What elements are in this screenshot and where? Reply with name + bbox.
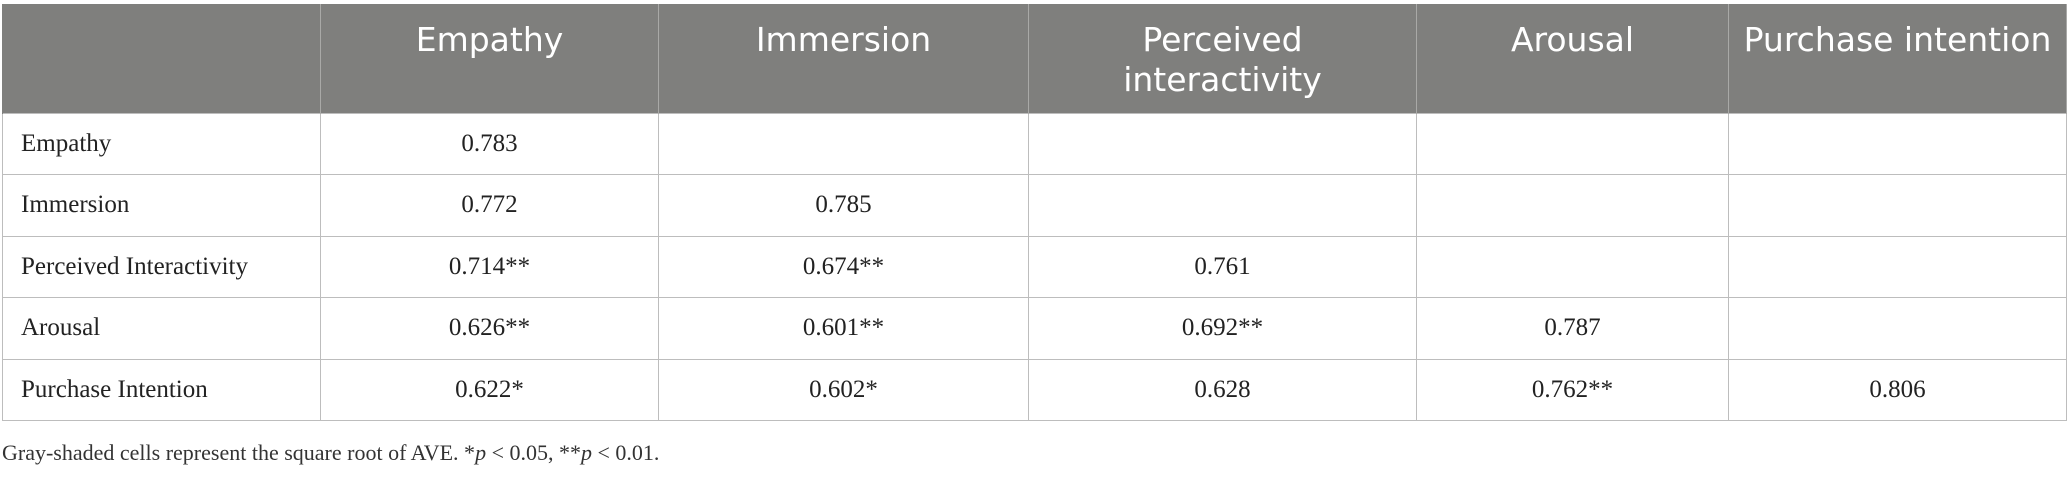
table-cell: 0.626** <box>320 297 659 360</box>
header-row: Empathy Immersion Perceived interactivit… <box>2 4 2067 113</box>
table-cell <box>1416 174 1729 237</box>
row-label-immersion: Immersion <box>2 174 321 237</box>
header-immersion: Immersion <box>658 4 1029 113</box>
table-cell <box>1416 235 1729 298</box>
table-cell: 0.761 <box>1028 235 1417 298</box>
table-row: Immersion 0.772 0.785 <box>2 174 2067 237</box>
correlation-table: Empathy Immersion Perceived interactivit… <box>2 4 2067 421</box>
table-cell <box>1728 174 2067 237</box>
header-perceived-interactivity: Perceived interactivity <box>1028 4 1417 113</box>
row-label-arousal: Arousal <box>2 297 321 360</box>
table-cell <box>658 112 1029 175</box>
row-label-empathy: Empathy <box>2 112 321 175</box>
table-cell <box>1728 297 2067 360</box>
table-cell: 0.714** <box>320 235 659 298</box>
table-cell: 0.692** <box>1028 297 1417 360</box>
table-footnote: Gray-shaded cells represent the square r… <box>2 440 659 466</box>
table-cell <box>1028 112 1417 175</box>
table-cell: 0.602* <box>658 358 1029 421</box>
table-cell <box>1728 235 2067 298</box>
footnote-text-3: < 0.01. <box>591 440 660 465</box>
table-cell: 0.787 <box>1416 297 1729 360</box>
footnote-p-symbol-1: p <box>475 440 487 465</box>
table-cell <box>1728 112 2067 175</box>
table-cell: 0.762** <box>1416 358 1729 421</box>
table-cell: 0.806 <box>1728 358 2067 421</box>
table-row: Empathy 0.783 <box>2 112 2067 175</box>
header-empathy: Empathy <box>320 4 659 113</box>
table-row: Perceived Interactivity 0.714** 0.674** … <box>2 235 2067 298</box>
table-cell: 0.785 <box>658 174 1029 237</box>
table-row: Arousal 0.626** 0.601** 0.692** 0.787 <box>2 297 2067 360</box>
table-cell: 0.622* <box>320 358 659 421</box>
table-cell: 0.772 <box>320 174 659 237</box>
row-label-perceived-interactivity: Perceived Interactivity <box>2 235 321 298</box>
correlation-table-container: Empathy Immersion Perceived interactivit… <box>2 4 2067 421</box>
header-purchase-intention: Purchase intention <box>1728 4 2067 113</box>
footnote-text-2: < 0.05, ** <box>486 440 581 465</box>
footnote-text-1: Gray-shaded cells represent the square r… <box>2 440 476 465</box>
table-cell: 0.601** <box>658 297 1029 360</box>
table-cell: 0.628 <box>1028 358 1417 421</box>
footnote-p-symbol-2: p <box>580 440 592 465</box>
header-blank <box>2 4 321 113</box>
table-cell <box>1028 174 1417 237</box>
table-cell <box>1416 112 1729 175</box>
row-label-purchase-intention: Purchase Intention <box>2 358 321 421</box>
table-cell: 0.783 <box>320 112 659 175</box>
table-row: Purchase Intention 0.622* 0.602* 0.628 0… <box>2 358 2067 421</box>
table-cell: 0.674** <box>658 235 1029 298</box>
header-arousal: Arousal <box>1416 4 1729 113</box>
